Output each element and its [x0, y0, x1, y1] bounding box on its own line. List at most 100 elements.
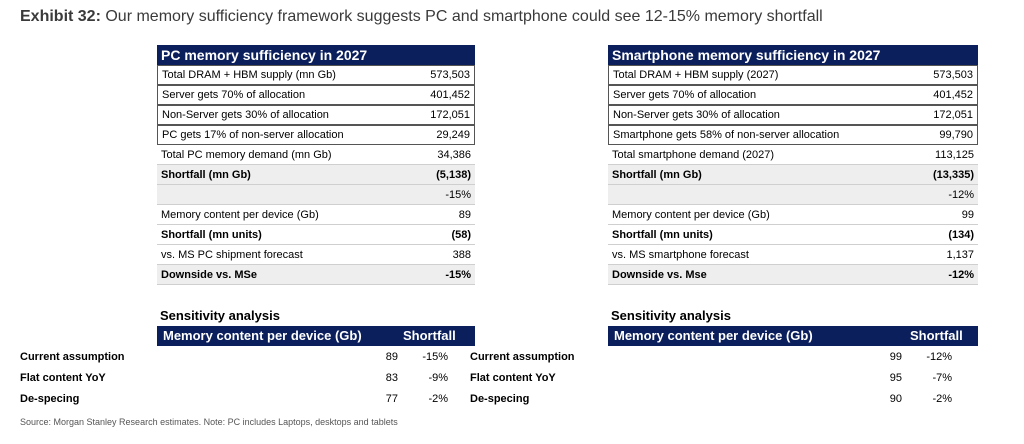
- sensitivity-shortfall: -15%: [422, 351, 448, 363]
- row-label: Total smartphone demand (2027): [612, 148, 775, 161]
- table-row: PC gets 17% of non-server allocation 29,2…: [157, 125, 475, 145]
- row-label: vs. MS PC shipment forecast: [161, 248, 303, 261]
- row-label: Shortfall (mn units): [161, 228, 262, 241]
- row-label: Downside vs. Mse: [612, 268, 707, 281]
- row-value: -15%: [445, 268, 471, 281]
- sensitivity-label: Current assumption: [470, 351, 575, 363]
- exhibit-text: Our memory sufficiency framework suggest…: [105, 8, 823, 25]
- content-column-header: Memory content per device (Gb): [163, 328, 362, 343]
- row-value: 29,249: [436, 129, 470, 141]
- sensitivity-label: De-specing: [470, 393, 530, 405]
- sensitivity-label: Current assumption: [20, 351, 125, 363]
- table-row: Shortfall (mn Gb) (13,335): [608, 165, 978, 185]
- row-label: Smartphone gets 58% of non-server alloca…: [613, 129, 840, 141]
- table-row: Total DRAM + HBM supply (2027) 573,503: [608, 65, 978, 85]
- source-note: Source: Morgan Stanley Research estimate…: [20, 417, 398, 427]
- row-label: Server gets 70% of allocation: [613, 89, 757, 101]
- table-row: Downside vs. Mse -12%: [608, 265, 978, 285]
- row-value: 99,790: [939, 129, 973, 141]
- pc-sensitivity-title: Sensitivity analysis: [160, 308, 280, 323]
- sensitivity-label: De-specing: [20, 393, 80, 405]
- exhibit-title: Exhibit 32: Our memory sufficiency frame…: [20, 8, 823, 26]
- table-row: Shortfall (mn Gb) (5,138): [157, 165, 475, 185]
- table-row: Smartphone gets 58% of non-server alloca…: [608, 125, 978, 145]
- row-value: -12%: [948, 188, 974, 201]
- exhibit-label: Exhibit 32:: [20, 8, 101, 25]
- row-value: -15%: [445, 188, 471, 201]
- sensitivity-row: De-specing 90 -2%: [470, 389, 978, 409]
- row-label: Shortfall (mn Gb): [161, 168, 251, 181]
- row-value: 113,125: [935, 148, 974, 161]
- sensitivity-row: Flat content YoY 95 -7%: [470, 368, 978, 388]
- smartphone-sufficiency-table: Smartphone memory sufficiency in 2027 To…: [608, 45, 978, 285]
- sensitivity-content: 99: [889, 351, 902, 363]
- row-value: 1,137: [946, 248, 974, 261]
- pc-sensitivity-header: Memory content per device (Gb) Shortfall: [157, 326, 475, 346]
- row-value: 172,051: [430, 109, 470, 121]
- row-label: Shortfall (mn Gb): [612, 168, 702, 181]
- row-value: (58): [451, 228, 471, 241]
- table-row: -15%: [157, 185, 475, 205]
- row-value: (13,335): [933, 168, 974, 181]
- sensitivity-shortfall: -2%: [932, 393, 952, 405]
- row-label: vs. MS smartphone forecast: [612, 248, 749, 261]
- table-row: Non-Server gets 30% of allocation 172,051: [157, 105, 475, 125]
- row-value: (134): [948, 228, 974, 241]
- sensitivity-shortfall: -7%: [932, 372, 952, 384]
- table-row: Server gets 70% of allocation 401,452: [608, 85, 978, 105]
- pc-sufficiency-table: PC memory sufficiency in 2027 Total DRAM…: [157, 45, 475, 285]
- table-row: Total DRAM + HBM supply (mn Gb) 573,503: [157, 65, 475, 85]
- row-value: 89: [458, 208, 471, 221]
- sensitivity-shortfall: -2%: [428, 393, 448, 405]
- row-value: 401,452: [933, 89, 973, 101]
- shortfall-column-header: Shortfall: [403, 328, 456, 343]
- row-label: Shortfall (mn units): [612, 228, 713, 241]
- row-value: 172,051: [933, 109, 973, 121]
- table-row: -12%: [608, 185, 978, 205]
- sensitivity-shortfall: -9%: [428, 372, 448, 384]
- sensitivity-shortfall: -12%: [926, 351, 952, 363]
- row-label: Memory content per device (Gb): [612, 208, 770, 221]
- sensitivity-content: 89: [385, 351, 398, 363]
- sensitivity-content: 90: [889, 393, 902, 405]
- table-row: Server gets 70% of allocation 401,452: [157, 85, 475, 105]
- smartphone-sensitivity-header: Memory content per device (Gb) Shortfall: [608, 326, 978, 346]
- row-value: 573,503: [430, 69, 470, 81]
- row-label: Non-Server gets 30% of allocation: [162, 109, 329, 121]
- table-row: Non-Server gets 30% of allocation 172,051: [608, 105, 978, 125]
- row-value: 99: [961, 208, 974, 221]
- sensitivity-row: Current assumption 89 -15%: [0, 347, 475, 367]
- row-label: Total DRAM + HBM supply (2027): [613, 69, 779, 81]
- row-value: -12%: [948, 268, 974, 281]
- smartphone-table-header: Smartphone memory sufficiency in 2027: [608, 45, 978, 65]
- table-row: Shortfall (mn units) (134): [608, 225, 978, 245]
- sensitivity-content: 95: [889, 372, 902, 384]
- pc-table-header: PC memory sufficiency in 2027: [157, 45, 475, 65]
- row-label: PC gets 17% of non-server allocation: [162, 129, 344, 141]
- row-label: Server gets 70% of allocation: [162, 89, 306, 101]
- row-label: Downside vs. MSe: [161, 268, 257, 281]
- row-value: 388: [452, 248, 471, 261]
- row-value: 401,452: [430, 89, 470, 101]
- shortfall-column-header: Shortfall: [910, 328, 963, 343]
- row-label: Total DRAM + HBM supply (mn Gb): [162, 69, 336, 81]
- row-value: (5,138): [436, 168, 471, 181]
- table-row: Memory content per device (Gb) 99: [608, 205, 978, 225]
- table-row: Downside vs. MSe -15%: [157, 265, 475, 285]
- sensitivity-row: De-specing 77 -2%: [0, 389, 475, 409]
- sensitivity-label: Flat content YoY: [470, 372, 556, 384]
- row-label: Non-Server gets 30% of allocation: [613, 109, 780, 121]
- table-row: Total PC memory demand (mn Gb) 34,386: [157, 145, 475, 165]
- table-row: Shortfall (mn units) (58): [157, 225, 475, 245]
- row-value: 573,503: [933, 69, 973, 81]
- row-label: Total PC memory demand (mn Gb): [161, 148, 332, 161]
- content-column-header: Memory content per device (Gb): [614, 328, 813, 343]
- sensitivity-content: 77: [385, 393, 398, 405]
- row-value: 34,386: [437, 148, 471, 161]
- table-row: Memory content per device (Gb) 89: [157, 205, 475, 225]
- sensitivity-row: Flat content YoY 83 -9%: [0, 368, 475, 388]
- smartphone-sensitivity-title: Sensitivity analysis: [611, 308, 731, 323]
- sensitivity-row: Current assumption 99 -12%: [470, 347, 978, 367]
- table-row: vs. MS smartphone forecast 1,137: [608, 245, 978, 265]
- sensitivity-label: Flat content YoY: [20, 372, 106, 384]
